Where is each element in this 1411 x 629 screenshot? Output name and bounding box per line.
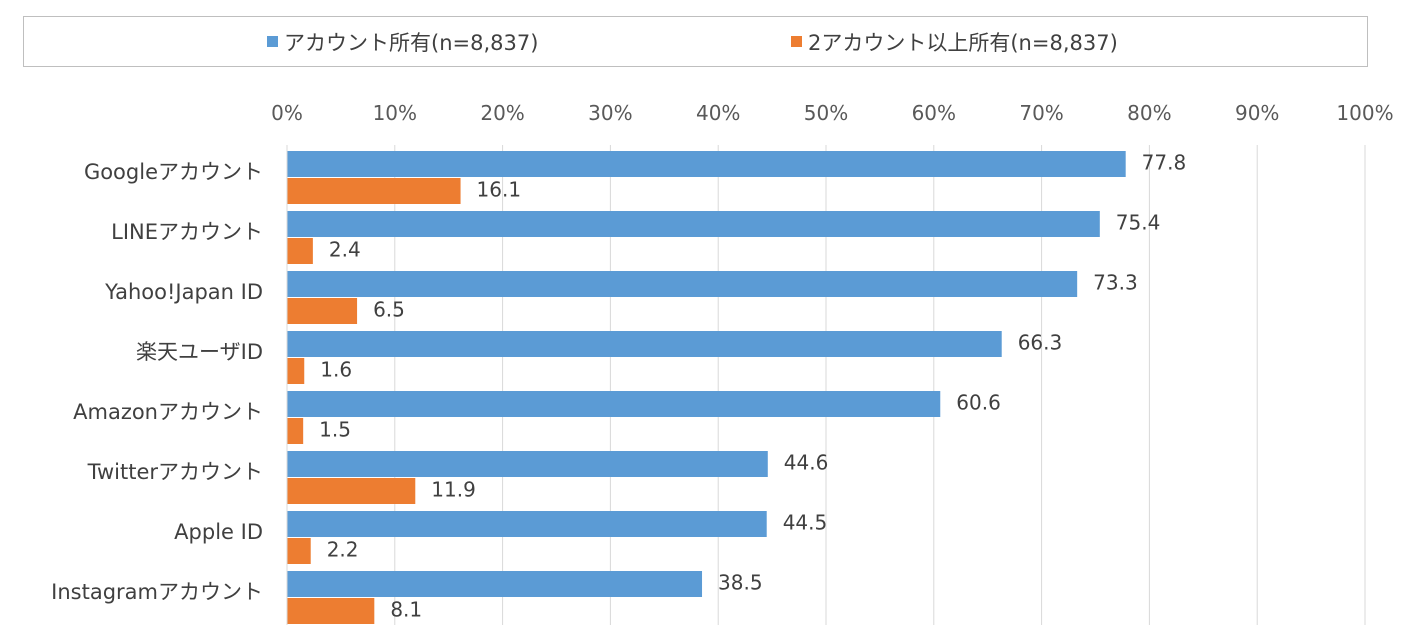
chart-legend: アカウント所有(n=8,837) 2アカウント以上所有(n=8,837) [23,16,1368,67]
bar [287,271,1078,297]
data-label: 2.4 [329,238,361,262]
data-label: 77.8 [1142,151,1187,175]
bar [287,511,767,537]
x-tick-label: 90% [1235,101,1279,125]
data-label: 8.1 [390,598,422,622]
data-label: 6.5 [373,298,405,322]
data-label: 66.3 [1018,331,1063,355]
y-category-label: Amazonアカウント [73,400,263,424]
x-tick-label: 50% [804,101,848,125]
x-tick-label: 40% [696,101,740,125]
bar [287,178,461,204]
x-tick-label: 30% [588,101,632,125]
bar [287,478,416,504]
data-label: 73.3 [1093,271,1138,295]
legend-label-account-owned: アカウント所有(n=8,837) [284,30,539,55]
bar [287,331,1002,357]
bar [287,598,375,624]
x-tick-label: 60% [912,101,956,125]
y-category-label: Instagramアカウント [51,580,263,604]
data-label: 11.9 [431,478,476,502]
data-label: 2.2 [327,538,359,562]
data-label: 44.6 [784,451,829,475]
x-tick-label: 70% [1019,101,1063,125]
bar [287,298,358,324]
x-tick-label: 80% [1127,101,1171,125]
bar [287,451,768,477]
legend-swatch-account-owned [267,36,278,47]
bar [287,571,703,597]
data-label: 1.6 [320,358,352,382]
y-category-label: Googleアカウント [84,160,263,184]
data-label: 1.5 [319,418,351,442]
legend-item-multiple-accounts: 2アカウント以上所有(n=8,837) [791,17,1118,66]
x-tick-label: 100% [1336,101,1393,125]
legend-swatch-multiple-accounts [791,36,802,47]
bar [287,358,305,384]
x-tick-label: 10% [373,101,417,125]
data-label: 60.6 [956,391,1001,415]
y-category-label: LINEアカウント [111,220,263,244]
y-category-label: Apple ID [174,520,263,544]
bar [287,418,304,444]
data-label: 44.5 [783,511,828,535]
data-label: 75.4 [1116,211,1161,235]
legend-label-multiple-accounts: 2アカウント以上所有(n=8,837) [808,30,1118,55]
data-label: 38.5 [718,571,763,595]
y-category-label: 楽天ユーザID [136,340,263,364]
legend-item-account-owned: アカウント所有(n=8,837) [267,17,538,66]
data-label: 16.1 [477,178,522,202]
bar [287,238,313,264]
bar [287,211,1100,237]
x-tick-label: 0% [271,101,303,125]
y-category-label: Twitterアカウント [87,460,263,484]
y-category-label: Yahoo!Japan ID [104,280,263,304]
bar [287,538,311,564]
x-tick-label: 20% [480,101,524,125]
bar [287,151,1126,177]
bar [287,391,941,417]
